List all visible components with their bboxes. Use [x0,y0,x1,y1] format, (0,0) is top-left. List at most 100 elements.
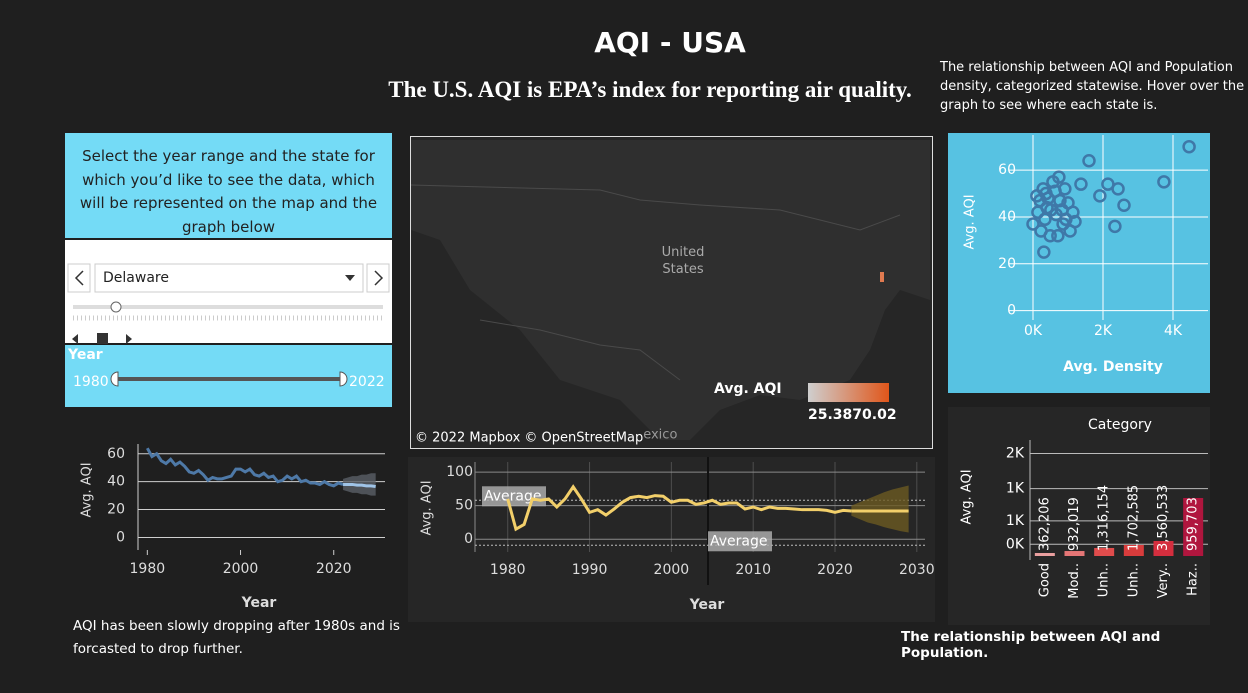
play-back[interactable] [72,334,78,344]
y-tick-label: 100 [446,464,473,480]
scatter-point [1093,189,1107,203]
scatter-point [1030,189,1044,203]
x-tick-label: 0K [1024,323,1043,339]
y-tick-label: 2K [1006,445,1025,461]
y-tick-label: 20 [998,256,1016,272]
bar [1153,540,1174,556]
delaware-mark [880,272,884,282]
dropdown-caret [345,275,355,281]
y-axis-title: Avg. AQI [960,469,975,524]
data-line [146,447,344,488]
y-tick-label: 40 [107,474,125,490]
y-tick-label: 0 [1007,303,1016,319]
x-tick-label: 1980 [490,562,526,578]
scatter-point [1040,200,1054,215]
scatter-note: The relationship between AQI and Populat… [940,60,1245,113]
x-axis-title: Avg. Density [1063,359,1163,375]
x-tick-label: Very.. [1156,563,1171,598]
bar-text: 959,703 [1186,497,1201,551]
scatter-point [1082,154,1096,168]
y-tick-label: 0K [1006,536,1025,552]
year-slider-handle[interactable] [339,371,348,387]
control-panel-bg [65,133,392,238]
play-forward[interactable] [126,334,132,344]
bar-panel-bg [948,407,1210,625]
scatter-point [1074,177,1088,191]
bar [1094,547,1115,556]
y-tick-label: 60 [107,446,125,462]
scatter-point [1046,175,1060,189]
bar [1183,497,1204,556]
y-tick-label: 1K [1006,513,1025,529]
line-note: AQI has been slowly dropping after 1980s… [73,618,400,657]
year-box-bg [65,345,392,407]
y-tick-label: 1K [1006,481,1025,497]
x-tick-label: 2000 [654,562,690,578]
forecast-band [851,485,909,533]
x-tick-label: 2000 [223,561,259,577]
mini-slider-knob[interactable] [110,301,122,313]
bar-text: 932,019 [1067,497,1082,551]
x-tick-label: Mod.. [1067,563,1082,599]
bar [1123,544,1144,556]
x-tick-label: 2010 [735,562,771,578]
year-end: 2022 [349,374,385,390]
y-tick-label: 50 [455,498,473,514]
instructions: Select the year range and the state for … [79,147,378,236]
map-country-label: United States [661,245,705,277]
prev-icon [74,270,84,286]
scatter-point [1026,217,1040,231]
scatter-point [1068,214,1082,229]
state-dropdown[interactable] [94,263,364,293]
bar [1064,551,1085,556]
scatter-point [1111,182,1125,196]
map-legend-title: Avg. AQI [714,381,782,397]
x-tick-label: 2020 [316,561,352,577]
x-tick-label: Good [1037,563,1052,597]
scatter-point [1037,245,1051,259]
map-border [479,319,681,381]
y-axis-title: Avg. AQI [963,194,978,249]
reference-label: Average [710,533,768,549]
x-tick-label: 4K [1164,323,1183,339]
map-attribution: © 2022 Mapbox © OpenStreetMap [415,431,643,446]
y-tick-label: 0 [464,531,473,547]
mini-slider-track [73,305,383,309]
scatter-point [1056,217,1070,231]
y-tick-label: 40 [998,209,1016,225]
legend-min: 25.38 [808,407,852,423]
next-button[interactable] [366,263,390,293]
forecast-line [343,482,376,489]
scatter-point [1049,207,1063,222]
reference-label-bg [708,531,772,552]
next-icon [374,270,384,286]
bar [1034,553,1055,556]
bar-text: 1,316,154 [1097,485,1112,551]
scatter-point [1061,196,1075,210]
scatter-point [1034,224,1048,238]
year-label: Year [67,347,103,363]
y-tick-label: 20 [107,502,125,518]
y-axis-title: Avg. AQI [420,480,435,535]
x-tick-label: Unh.. [1097,563,1112,597]
bar-note: The relationship between AQI and Populat… [901,629,1161,661]
x-tick-label: 2030 [899,562,935,578]
x-tick-label: 2K [1094,323,1113,339]
play-stop[interactable] [97,333,108,344]
title: AQI - USA [594,26,746,59]
y-tick-label: 0 [116,529,125,545]
scatter-point [1157,175,1171,189]
x-axis-title: Year [689,597,725,613]
year-slider-handle[interactable] [110,371,119,387]
map-legend-range: 25.3870.02 [808,407,897,423]
x-tick-label: Haz.. [1186,563,1201,596]
chart-title: Category [1088,417,1152,433]
data-line [506,484,852,532]
reference-label: Average [484,488,542,504]
bar-text: 1,702,585 [1126,485,1141,551]
prev-button[interactable] [67,263,91,293]
state-value: Delaware [103,270,169,286]
subtitle: The U.S. AQI is EPA’s index for reportin… [388,77,912,102]
